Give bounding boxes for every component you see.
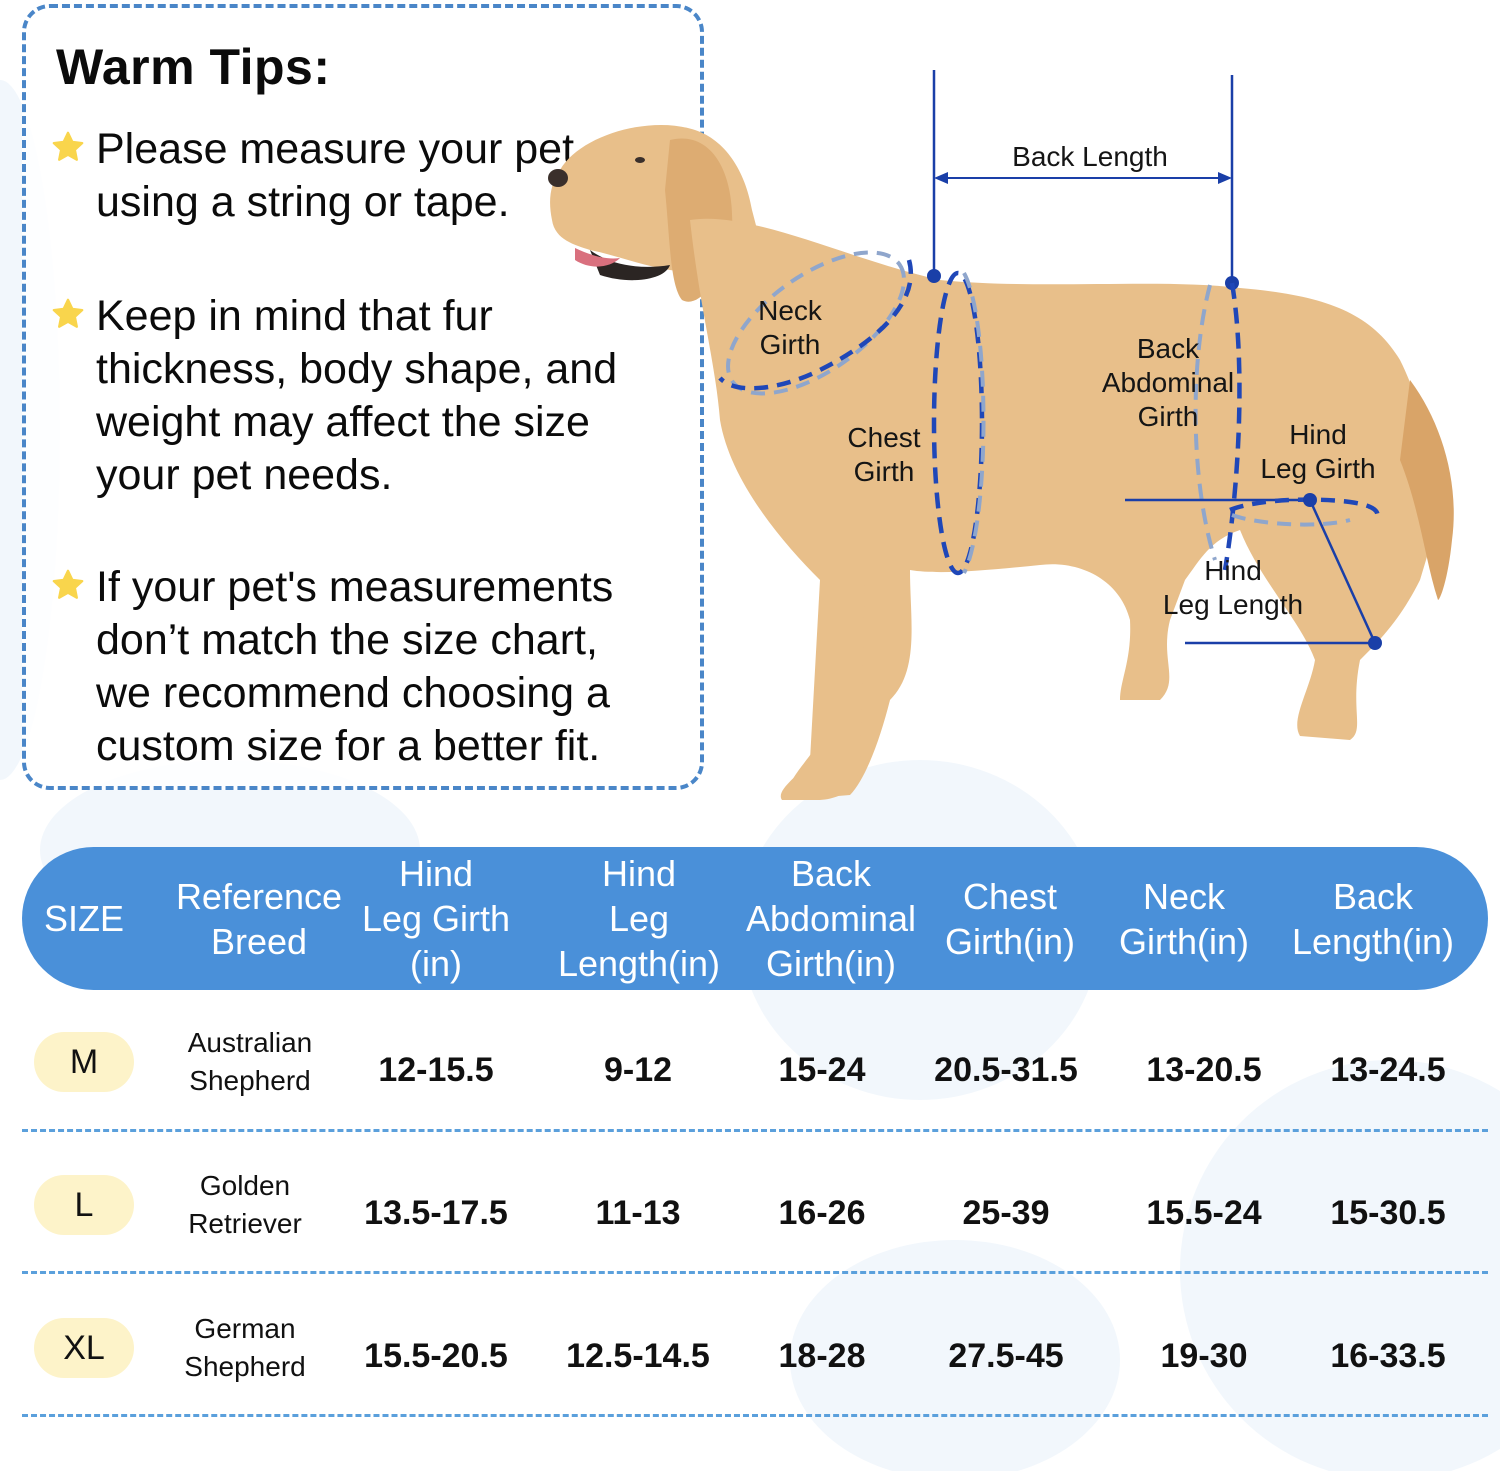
tip-item: Keep in mind that fur thickness, body sh… [50,290,650,502]
column-header-reference-breed: Reference Breed [162,847,356,990]
cell-neck-girth: 15.5-24 [1146,1193,1262,1232]
header-text: Back [790,853,872,894]
cell-chest-girth: 27.5-45 [948,1336,1064,1375]
dog-measurement-diagram: Back Length Neck Girth Chest Girth Back … [520,60,1500,820]
header-text: Breed [210,920,308,962]
label-hind-leg-length: Hind Leg Length [1148,554,1318,622]
table-row-size-l: L Golden Retriever 13.5-17.5 11-13 16-26… [0,1135,1500,1275]
label-text: Leg Girth [1260,453,1376,484]
label-back-length: Back Length [1000,140,1180,174]
column-header-hind-leg-girth: Hind Leg Girth (in) [356,847,516,990]
tip-item: If your pet's measurements don’t match t… [50,561,650,773]
header-text: Length(in) [1291,920,1455,962]
cell-hind-leg-girth: 15.5-20.5 [364,1336,508,1375]
table-row-size-xl: XL German Shepherd 15.5-20.5 12.5-14.5 1… [0,1278,1500,1418]
cell-hind-leg-length: 12.5-14.5 [566,1336,710,1375]
cell-back-abdominal-girth: 16-26 [778,1193,866,1232]
size-badge: M [34,1032,134,1092]
header-text: Girth(in) [944,920,1075,962]
header-text: Girth(in) [1118,920,1249,962]
breed-text: Golden [199,1170,291,1201]
label-chest-girth: Chest Girth [834,421,934,489]
label-text: Neck [758,295,822,326]
size-badge: L [34,1175,134,1235]
background-blob [790,1240,1120,1471]
background-blob [1180,1060,1500,1471]
cell-hind-leg-girth: 13.5-17.5 [364,1193,508,1232]
size-table-header: SIZE Reference Breed Hind Leg Girth (in)… [22,847,1488,990]
header-text: Length(in) [557,943,721,984]
star-icon [52,298,84,328]
label-hind-leg-girth: Hind Leg Girth [1248,418,1388,486]
header-text: Reference [175,875,343,917]
header-text: Chest [962,875,1058,917]
label-text: Girth [1137,401,1199,432]
tip-text: Please measure your pet using a string o… [96,125,575,226]
label-text: Girth [759,329,821,360]
label-text: Chest [847,422,921,453]
cell-back-abdominal-girth: 18-28 [778,1336,866,1375]
table-row-size-m: M Australian Shepherd 12-15.5 9-12 15-24… [0,992,1500,1132]
header-text: Leg [608,898,670,939]
cell-back-length: 15-30.5 [1330,1193,1446,1232]
star-icon [52,569,84,599]
label-text: Leg Length [1162,589,1304,620]
label-back-abdominal-girth: Back Abdominal Girth [1088,332,1248,434]
breed-text: Shepherd [184,1351,306,1382]
header-text: Hind [601,853,677,894]
breed-text: Australian [187,1027,313,1058]
column-header-chest-girth: Chest Girth(in) [934,847,1086,990]
header-text: Neck [1142,875,1226,917]
cell-hind-leg-length: 11-13 [595,1193,681,1232]
column-header-back-abdominal-girth: Back Abdominal Girth(in) [738,847,924,990]
cell-hind-leg-girth: 12-15.5 [378,1050,494,1089]
row-divider [22,1129,1488,1132]
row-divider [22,1414,1488,1417]
header-text: Girth(in) [765,943,896,984]
label-text: Hind [1204,555,1262,586]
dog-illustration [548,70,1454,800]
cell-neck-girth: 19-30 [1160,1336,1248,1375]
reference-breed: Golden Retriever [155,1167,335,1243]
size-text: XL [63,1328,105,1367]
header-text: Leg Girth [361,898,511,939]
header-text: (in) [410,943,462,984]
breed-text: Retriever [188,1208,302,1239]
size-badge: XL [34,1318,134,1378]
tip-text: Keep in mind that fur thickness, body sh… [96,292,618,499]
cell-chest-girth: 25-39 [962,1193,1050,1232]
cell-back-length: 13-24.5 [1330,1050,1446,1089]
header-text: Hind [398,853,474,894]
label-text: Hind [1289,419,1347,450]
label-text: Back Length [1012,141,1168,172]
column-header-hind-leg-length: Hind Leg Length(in) [546,847,732,990]
breed-text: Shepherd [189,1065,311,1096]
column-header-neck-girth: Neck Girth(in) [1108,847,1260,990]
warm-tips-panel: Warm Tips: Please measure your pet using… [22,4,704,790]
star-icon [52,131,84,161]
header-text: Back [1332,875,1414,917]
cell-hind-leg-length: 9-12 [603,1050,673,1089]
reference-breed: Australian Shepherd [160,1024,340,1100]
breed-text: German [194,1313,296,1344]
size-text: L [74,1185,94,1224]
cell-back-length: 16-33.5 [1330,1336,1446,1375]
row-divider [22,1271,1488,1274]
header-text: Abdominal [745,898,917,939]
header-text: SIZE [43,898,124,939]
label-text: Back [1136,333,1200,364]
cell-back-abdominal-girth: 15-24 [778,1050,866,1089]
reference-breed: German Shepherd [155,1310,335,1386]
column-header-size: SIZE [22,847,146,990]
label-text: Girth [853,456,915,487]
column-header-back-length: Back Length(in) [1280,847,1466,990]
label-neck-girth: Neck Girth [740,294,840,362]
tips-title: Warm Tips: [56,39,331,95]
cell-neck-girth: 13-20.5 [1146,1050,1262,1089]
tip-text: If your pet's measurements don’t match t… [96,563,614,770]
label-text: Abdominal [1101,367,1235,398]
cell-chest-girth: 20.5-31.5 [934,1050,1078,1089]
tip-item: Please measure your pet using a string o… [50,123,650,229]
size-text: M [69,1042,99,1081]
